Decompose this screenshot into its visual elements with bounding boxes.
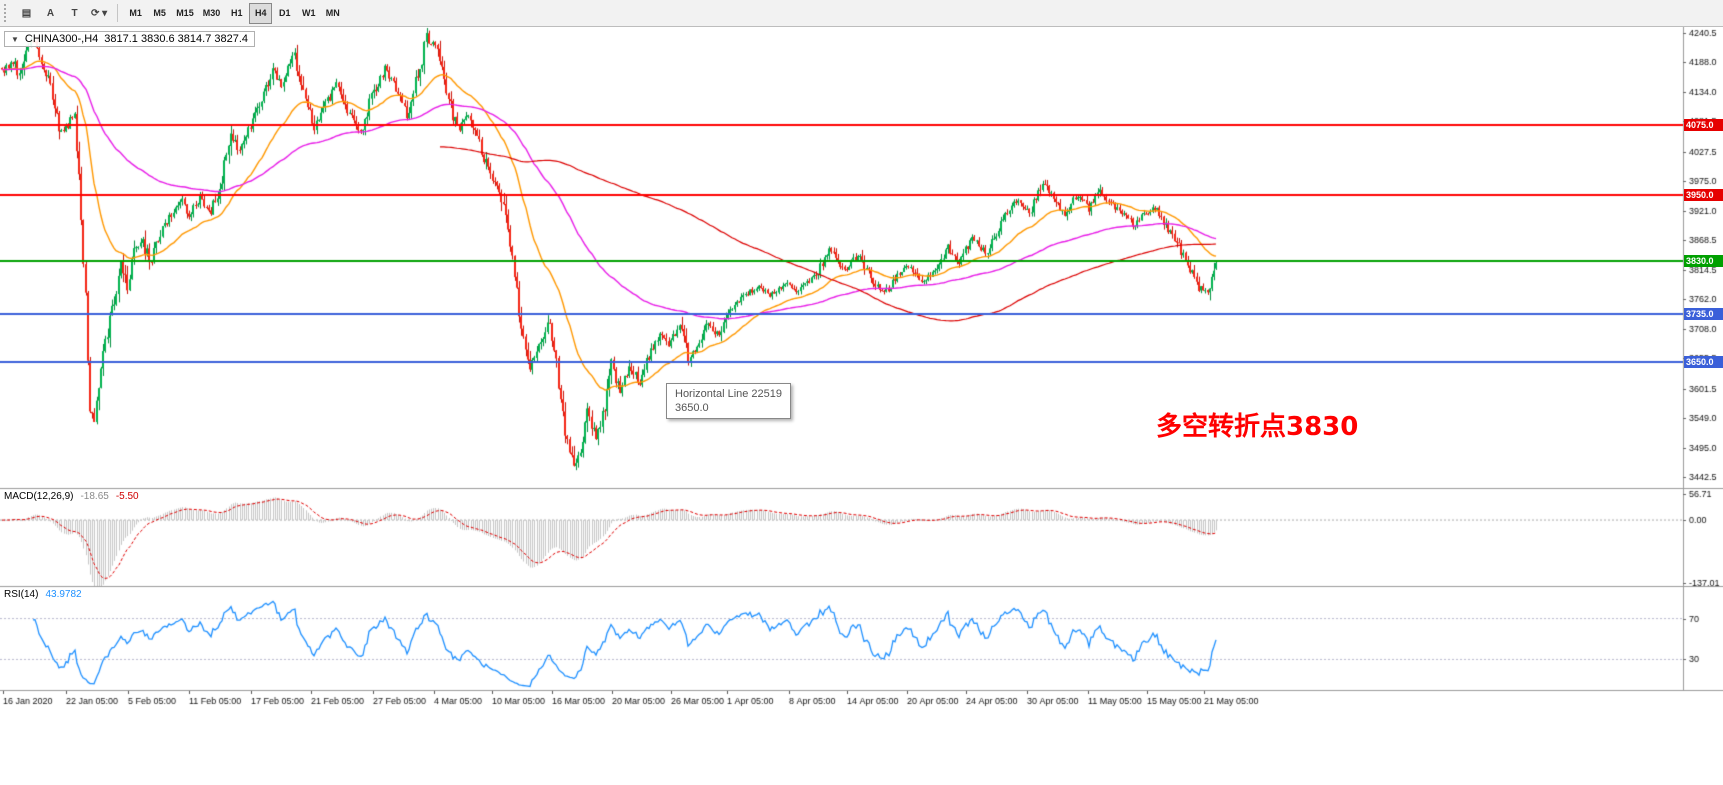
timeframe-button-h4[interactable]: H4 (249, 2, 273, 24)
ohlc-values: 3817.1 3830.6 3814.7 3827.4 (104, 33, 249, 45)
price-badge-3735.0: 3735.0 (1684, 308, 1723, 321)
collapse-triangle-icon[interactable]: ▼ (11, 34, 19, 44)
toolbar: ▤ A T ⟳ ▾ M1 M5 M15 M30 H1 H4 D1 W1 MN (0, 0, 1723, 27)
price-badge-4075.0: 4075.0 (1684, 119, 1723, 132)
timeframe-button-h1[interactable]: H1 (230, 8, 243, 18)
symbol-info-line[interactable]: ▼ CHINA300-,H4 3817.1 3830.6 3814.7 3827… (4, 31, 256, 47)
rsi-name: RSI(14) (4, 589, 39, 600)
macd-main-value: -18.65 (80, 491, 109, 502)
symbol-name: CHINA300-,H4 (24, 33, 99, 45)
timeframe-button-d1[interactable]: D1 (278, 8, 291, 18)
timeframe-button-m5[interactable]: M5 (153, 8, 166, 18)
macd-name: MACD(12,26,9) (4, 491, 74, 502)
price-badge-3950.0: 3950.0 (1684, 188, 1723, 201)
timeframe-button-m30[interactable]: M30 (202, 8, 221, 18)
macd-signal-value: -5.50 (115, 491, 139, 502)
text-cursor-tool[interactable]: T (71, 7, 78, 19)
chart-annotation-text: 多空转折点3830 (1156, 412, 1359, 442)
toolbar-grip[interactable] (4, 4, 10, 22)
price-badge-3830.0: 3830.0 (1684, 255, 1723, 268)
price-badge-3650.0: 3650.0 (1684, 355, 1723, 368)
toolbar-separator (117, 4, 119, 22)
rsi-indicator-label: RSI(14) 43.9782 (4, 589, 82, 600)
tooltip-value: 3650.0 (675, 402, 709, 414)
timeframe-button-m15[interactable]: M15 (176, 8, 194, 18)
tooltip-title: Horizontal Line 22519 (675, 388, 783, 400)
text-annotation-tool[interactable]: A (46, 7, 55, 19)
timeframe-button-w1[interactable]: W1 (301, 8, 316, 18)
macd-indicator-label: MACD(12,26,9) -18.65 -5.50 (4, 491, 139, 502)
timeframe-button-mn[interactable]: MN (325, 8, 340, 18)
timeframe-button-m1[interactable]: M1 (129, 8, 142, 18)
hline-tooltip: Horizontal Line 22519 3650.0 (666, 383, 792, 419)
charts-window-icon[interactable]: ▤ (21, 7, 32, 19)
cycle-symbols-tool[interactable]: ⟳ ▾ (91, 7, 108, 19)
rsi-value: 43.9782 (45, 589, 82, 600)
